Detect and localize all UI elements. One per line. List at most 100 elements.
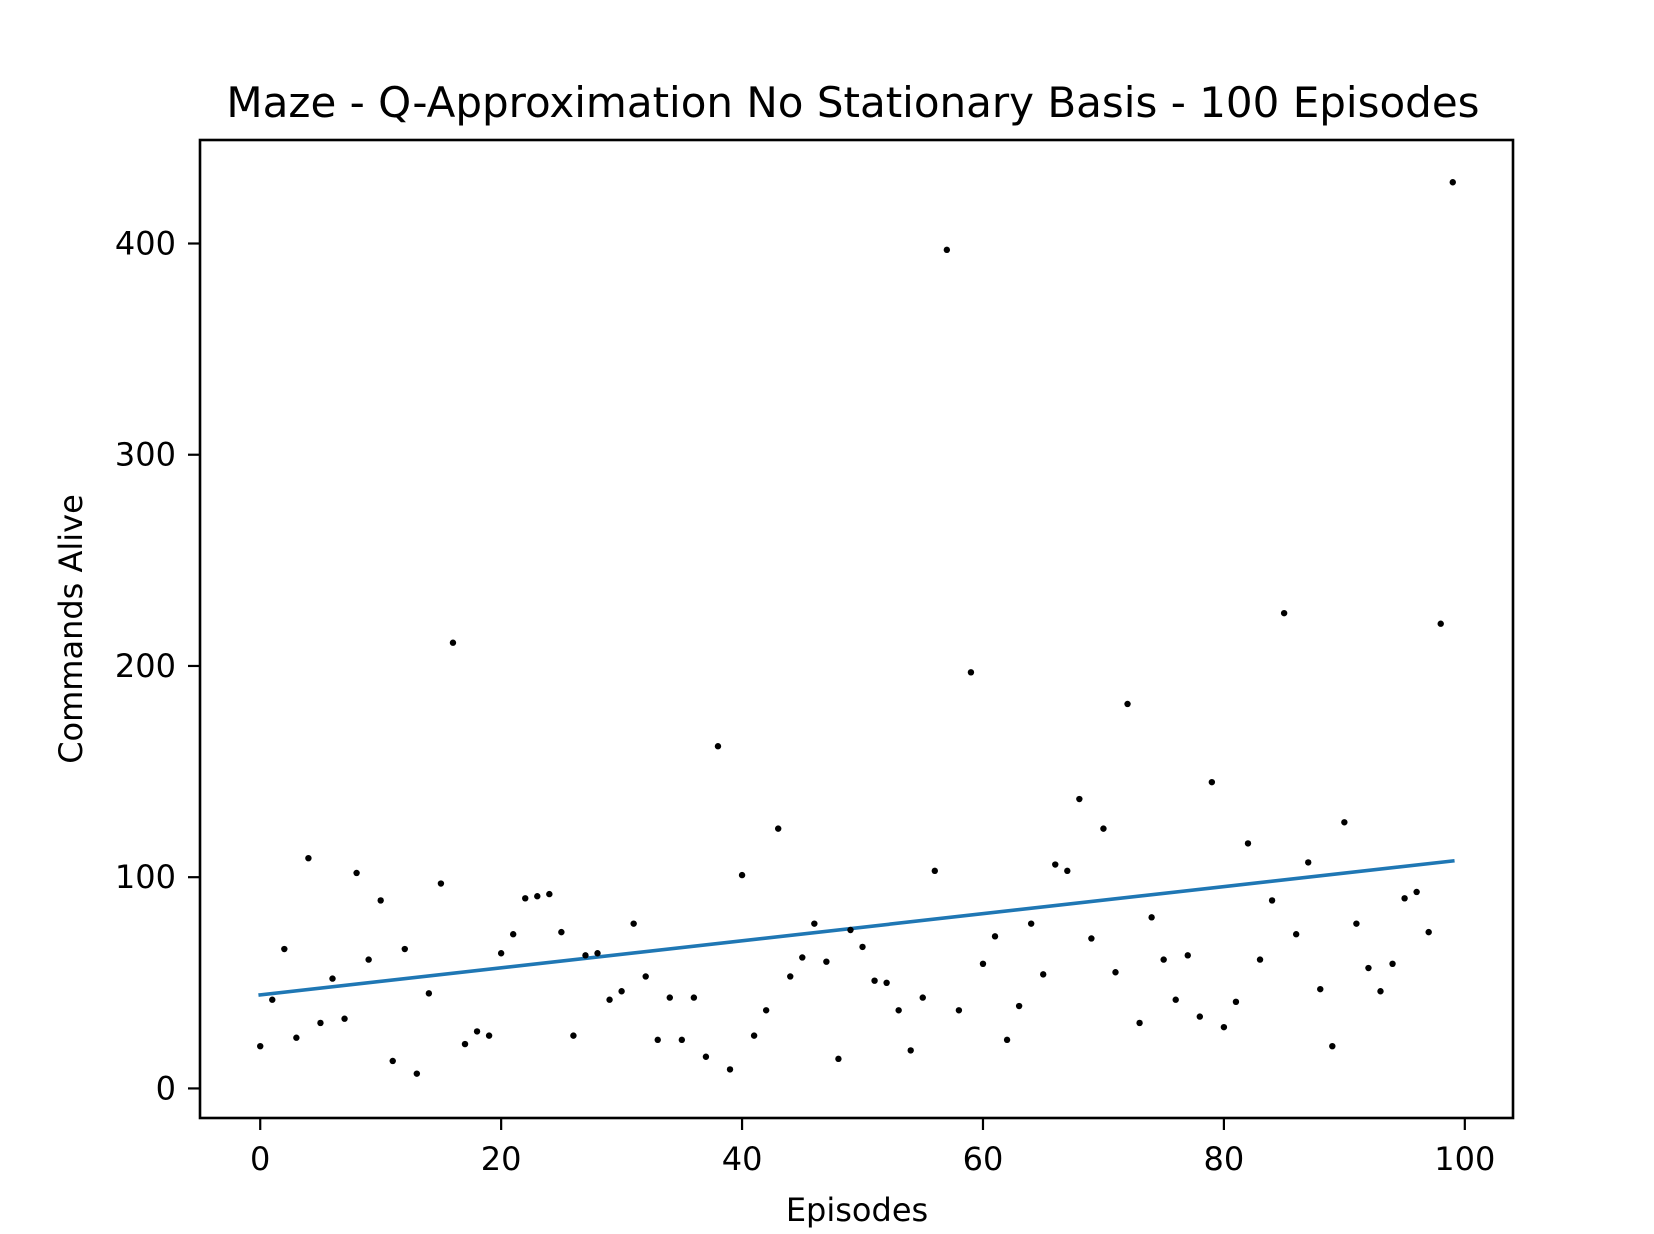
scatter-point: [1088, 935, 1095, 942]
scatter-point: [281, 945, 288, 953]
y-axis-ticks: 0 100 200 300 400: [115, 225, 200, 1107]
scatter-point: [714, 743, 722, 750]
scatter-point: [1401, 895, 1408, 902]
scatter-point: [1196, 1013, 1204, 1020]
chart-title: Maze - Q-Approximation No Stationary Bas…: [226, 78, 1479, 127]
trend-line-layer: [258, 858, 1455, 997]
scatter-point: [1413, 888, 1420, 896]
scatter-point: [449, 639, 457, 646]
scatter-point: [473, 1028, 481, 1035]
scatter-point: [257, 1042, 264, 1050]
scatter-point: [1076, 795, 1083, 803]
scatter-point: [871, 977, 878, 984]
scatter-point: [522, 895, 529, 902]
scatter-point: [630, 920, 637, 927]
scatter-point: [1124, 700, 1131, 708]
x-tick-label: 80: [1204, 1140, 1245, 1178]
scatter-point: [1341, 819, 1348, 826]
scatter-point: [1329, 1042, 1336, 1050]
scatter-point: [618, 988, 625, 995]
scatter-point: [1437, 620, 1444, 627]
scatter-point: [1232, 998, 1240, 1006]
scatter-point: [1292, 931, 1300, 938]
scatter-point: [1268, 897, 1276, 904]
y-tick-label: 400: [115, 225, 176, 263]
scatter-point: [606, 996, 613, 1003]
scatter-point: [1160, 956, 1167, 963]
scatter-point: [1305, 859, 1312, 866]
scatter-point: [1244, 840, 1252, 847]
scatter-point: [425, 990, 433, 997]
scatter-point: [377, 897, 384, 904]
scatter-point: [365, 956, 372, 963]
scatter-point: [1136, 1019, 1143, 1027]
y-tick-label: 300: [115, 436, 176, 474]
scatter-point: [787, 973, 794, 980]
scatter-point: [1256, 956, 1264, 963]
scatter-point: [1015, 1002, 1023, 1010]
scatter-point: [1317, 985, 1324, 993]
scatter-point: [437, 880, 445, 887]
scatter-point: [919, 994, 926, 1001]
y-tick-label: 0: [156, 1069, 176, 1107]
scatter-point: [1100, 825, 1107, 832]
scatter-point: [775, 825, 782, 832]
scatter-point: [654, 1036, 661, 1044]
scatter-point: [1148, 914, 1155, 921]
scatter-point: [702, 1053, 710, 1060]
scatter-point: [1365, 964, 1372, 972]
scatter-point: [762, 1007, 770, 1014]
scatter-point: [799, 954, 806, 961]
scatter-point: [401, 945, 408, 953]
y-tick-label: 200: [115, 647, 176, 685]
trend-line: [258, 858, 1455, 997]
scatter-point: [1052, 861, 1059, 868]
scatter-point: [1389, 960, 1396, 968]
scatter-point: [1112, 969, 1119, 976]
scatter-point: [823, 958, 830, 965]
scatter-point: [293, 1034, 300, 1041]
scatter-point: [413, 1070, 421, 1077]
scatter-point: [835, 1055, 842, 1063]
x-tick-label: 100: [1434, 1140, 1495, 1178]
scatter-point: [943, 246, 951, 254]
y-axis-label: Commands Alive: [52, 494, 90, 764]
scatter-point: [883, 979, 890, 987]
x-tick-label: 0: [250, 1140, 270, 1178]
scatter-point: [269, 996, 276, 1003]
scatter-point: [353, 869, 360, 877]
scatter-point: [497, 950, 505, 957]
scatter-point: [329, 975, 336, 982]
scatter-point: [546, 890, 553, 898]
scatter-point: [485, 1032, 493, 1039]
scatter-point: [979, 960, 987, 968]
scatter-point: [594, 950, 601, 957]
scatter-point: [389, 1057, 396, 1065]
scatter-point: [1425, 928, 1432, 936]
scatter-point: [1172, 996, 1179, 1003]
scatter-point: [811, 920, 818, 927]
scatter-point: [1377, 988, 1384, 995]
scatter-point: [750, 1032, 758, 1039]
scatter-points-layer: [257, 179, 1456, 1077]
x-tick-label: 60: [963, 1140, 1004, 1178]
scatter-point: [1280, 609, 1288, 617]
x-tick-label: 40: [722, 1140, 763, 1178]
scatter-point: [1003, 1036, 1011, 1044]
scatter-point: [1064, 867, 1071, 875]
x-tick-label: 20: [481, 1140, 522, 1178]
scatter-point: [955, 1007, 963, 1014]
scatter-point: [461, 1040, 469, 1048]
plot-frame: [198, 138, 1515, 1120]
scatter-point: [738, 871, 746, 879]
scatter-point: [558, 928, 565, 936]
scatter-point: [726, 1066, 734, 1073]
scatter-point: [1184, 952, 1191, 959]
scatter-point: [1208, 778, 1216, 786]
scatter-point: [895, 1007, 902, 1014]
scatter-point: [991, 933, 999, 940]
scatter-point: [534, 893, 541, 900]
scatter-point: [931, 867, 938, 875]
scatter-point: [1027, 920, 1035, 927]
